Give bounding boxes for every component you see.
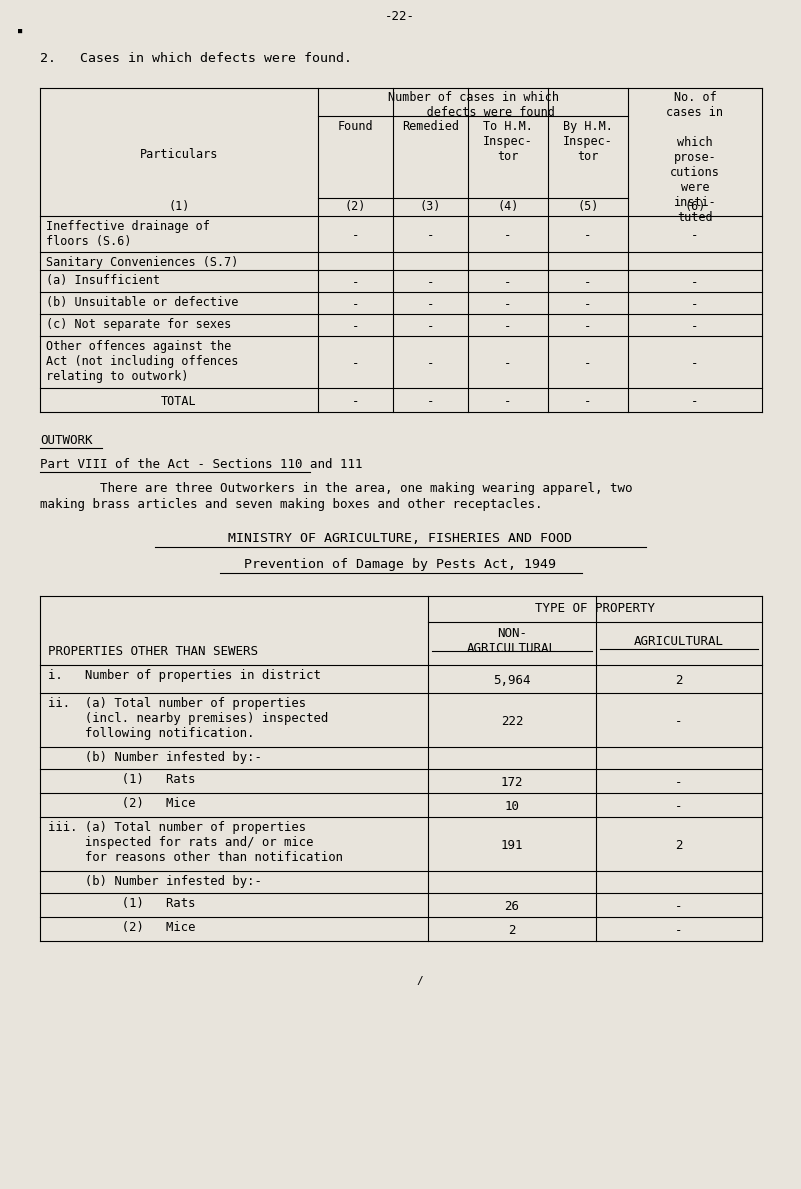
Text: ■: ■ (18, 29, 22, 34)
Text: 2.   Cases in which defects were found.: 2. Cases in which defects were found. (40, 52, 352, 65)
Text: PROPERTIES OTHER THAN SEWERS: PROPERTIES OTHER THAN SEWERS (48, 644, 258, 658)
Text: No. of
cases in: No. of cases in (666, 92, 723, 119)
Text: -: - (584, 298, 592, 312)
Text: -: - (427, 395, 434, 408)
Text: (a) Insufficient: (a) Insufficient (46, 273, 160, 287)
Text: -: - (505, 276, 512, 289)
Text: -: - (505, 320, 512, 333)
Text: Remedied: Remedied (402, 120, 459, 133)
Text: -: - (675, 800, 682, 813)
Text: To H.M.
Inspec-
tor: To H.M. Inspec- tor (483, 120, 533, 163)
Text: -: - (691, 298, 698, 312)
Text: Prevention of Damage by Pests Act, 1949: Prevention of Damage by Pests Act, 1949 (244, 558, 556, 571)
Text: (b) Number infested by:-: (b) Number infested by:- (48, 751, 262, 765)
Text: -: - (505, 395, 512, 408)
Text: (5): (5) (578, 200, 598, 213)
Text: iii. (a) Total number of properties
     inspected for rats and/ or mice
     fo: iii. (a) Total number of properties insp… (48, 820, 343, 864)
Text: Sanitary Conveniences (S.7): Sanitary Conveniences (S.7) (46, 256, 239, 269)
Text: -: - (584, 395, 592, 408)
Text: 2: 2 (675, 674, 682, 687)
Text: -: - (584, 320, 592, 333)
Text: -: - (675, 776, 682, 789)
Text: 172: 172 (501, 776, 523, 789)
Text: Part VIII of the Act - Sections 110 and 111: Part VIII of the Act - Sections 110 and … (40, 458, 363, 471)
Text: 10: 10 (505, 800, 520, 813)
Text: -: - (352, 229, 360, 243)
Text: -: - (352, 395, 360, 408)
Text: Other offences against the
Act (not including offences
relating to outwork): Other offences against the Act (not incl… (46, 340, 239, 383)
Text: -: - (427, 298, 434, 312)
Text: Found: Found (338, 120, 373, 133)
Text: -: - (675, 924, 682, 937)
Text: There are three Outworkers in the area, one making wearing apparel, two: There are three Outworkers in the area, … (40, 482, 633, 495)
Text: -: - (584, 229, 592, 243)
Text: -: - (427, 320, 434, 333)
Text: NON-
AGRICULTURAL: NON- AGRICULTURAL (467, 627, 557, 655)
Text: Ineffective drainage of
floors (S.6): Ineffective drainage of floors (S.6) (46, 220, 210, 249)
Text: TYPE OF PROPERTY: TYPE OF PROPERTY (535, 602, 655, 615)
Text: Number of cases in which
     defects were found: Number of cases in which defects were fo… (388, 92, 558, 119)
Text: (1): (1) (168, 200, 190, 213)
Text: (2)   Mice: (2) Mice (48, 921, 195, 935)
Text: (2)   Mice: (2) Mice (48, 797, 195, 810)
Text: -: - (352, 276, 360, 289)
Text: (2): (2) (344, 200, 366, 213)
Text: -: - (505, 357, 512, 370)
Text: -: - (505, 298, 512, 312)
Text: -: - (584, 276, 592, 289)
Text: -: - (675, 715, 682, 728)
Text: (1)   Rats: (1) Rats (48, 897, 195, 910)
Text: i.   Number of properties in district: i. Number of properties in district (48, 669, 321, 682)
Text: 26: 26 (505, 900, 520, 913)
Text: ii.  (a) Total number of properties
     (incl. nearby premises) inspected
     : ii. (a) Total number of properties (incl… (48, 697, 328, 740)
Text: -22-: -22- (385, 10, 415, 23)
Text: -: - (691, 357, 698, 370)
Text: -: - (691, 395, 698, 408)
Text: (6): (6) (684, 200, 706, 213)
Text: 2: 2 (509, 924, 516, 937)
Text: (1)   Rats: (1) Rats (48, 773, 195, 786)
Text: -: - (427, 229, 434, 243)
Text: (b) Number infested by:-: (b) Number infested by:- (48, 875, 262, 888)
Text: /: / (417, 976, 424, 986)
Text: 191: 191 (501, 839, 523, 853)
Text: -: - (691, 276, 698, 289)
Text: -: - (352, 357, 360, 370)
Text: OUTWORK: OUTWORK (40, 434, 92, 447)
Text: making brass articles and seven making boxes and other receptacles.: making brass articles and seven making b… (40, 498, 542, 511)
Text: -: - (427, 357, 434, 370)
Text: -: - (352, 320, 360, 333)
Text: TOTAL: TOTAL (161, 395, 197, 408)
Text: AGRICULTURAL: AGRICULTURAL (634, 635, 724, 648)
Text: (4): (4) (497, 200, 519, 213)
Text: -: - (675, 900, 682, 913)
Text: -: - (691, 320, 698, 333)
Text: which
prose-
cutions
were
insti-
tuted: which prose- cutions were insti- tuted (670, 136, 720, 224)
Text: -: - (427, 276, 434, 289)
Text: By H.M.
Inspec-
tor: By H.M. Inspec- tor (563, 120, 613, 163)
Text: (3): (3) (420, 200, 441, 213)
Text: MINISTRY OF AGRICULTURE, FISHERIES AND FOOD: MINISTRY OF AGRICULTURE, FISHERIES AND F… (228, 531, 572, 545)
Text: 2: 2 (675, 839, 682, 853)
Text: -: - (584, 357, 592, 370)
Text: (b) Unsuitable or defective: (b) Unsuitable or defective (46, 296, 239, 309)
Text: 5,964: 5,964 (493, 674, 531, 687)
Text: -: - (352, 298, 360, 312)
Text: -: - (505, 229, 512, 243)
Text: -: - (691, 229, 698, 243)
Text: Particulars: Particulars (140, 147, 218, 161)
Text: (c) Not separate for sexes: (c) Not separate for sexes (46, 317, 231, 331)
Text: 222: 222 (501, 715, 523, 728)
